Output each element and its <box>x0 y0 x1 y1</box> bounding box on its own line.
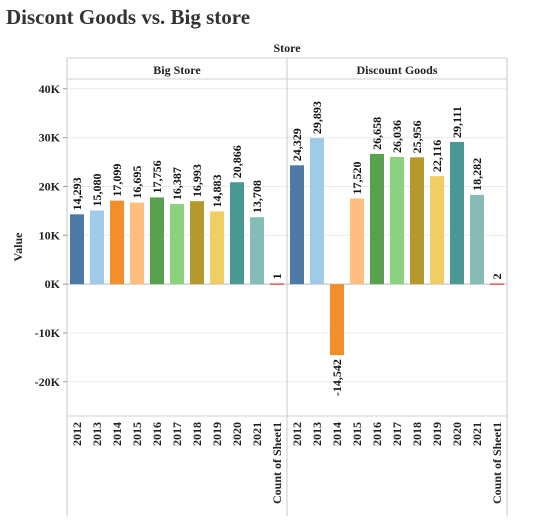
data-label: 18,282 <box>470 158 484 191</box>
data-label: 16,387 <box>170 167 184 200</box>
y-tick-label: -10K <box>35 326 61 340</box>
x-tick-label: 2016 <box>370 422 384 446</box>
bar <box>110 200 124 285</box>
x-tick-label: Count of Sheet1 <box>270 422 284 504</box>
data-label: 17,756 <box>150 160 164 193</box>
chart-frame: Big Store Discount Goods <box>66 57 508 516</box>
data-label: -14,542 <box>330 359 344 396</box>
x-tick-label: 2015 <box>350 422 364 446</box>
y-tick-label: 40K <box>39 82 61 96</box>
x-tick-label: 2021 <box>250 422 264 446</box>
bar <box>390 156 404 285</box>
bar <box>130 202 144 285</box>
x-tick-label: 2016 <box>150 422 164 446</box>
bar <box>290 165 304 285</box>
x-tick-label: 2020 <box>450 422 464 446</box>
data-label: 25,956 <box>410 120 424 153</box>
x-tick-label: 2015 <box>130 422 144 446</box>
x-tick-label: 2021 <box>470 422 484 446</box>
data-label: 14,883 <box>210 174 224 207</box>
bar <box>70 214 84 285</box>
x-tick-label: 2013 <box>90 422 104 446</box>
data-labels: 14,293 15,080 17,099 16,695 17,756 16,387 16,9… <box>70 101 504 396</box>
data-label: 2 <box>490 273 504 279</box>
bar <box>330 284 344 356</box>
data-label: 17,099 <box>110 164 124 197</box>
x-tick-label: 2018 <box>410 422 424 446</box>
x-tick-label: 2017 <box>390 422 404 446</box>
bar <box>190 201 204 285</box>
bar <box>230 182 244 285</box>
bars <box>70 138 504 356</box>
bar <box>90 210 104 285</box>
data-label: 15,080 <box>90 173 104 206</box>
data-label: 16,695 <box>130 166 144 199</box>
bar <box>250 217 264 285</box>
data-label: 26,658 <box>370 117 384 150</box>
bar <box>370 153 384 285</box>
data-label: 20,866 <box>230 145 244 178</box>
x-tick-label: 2017 <box>170 422 184 446</box>
bar <box>410 157 424 285</box>
x-tick-label: Count of Sheet1 <box>490 422 504 504</box>
y-tick-label: 10K <box>39 228 61 242</box>
y-tick-label: 30K <box>39 131 61 145</box>
x-tick-label: 2012 <box>290 422 304 446</box>
bar <box>450 141 464 285</box>
bar <box>490 283 504 285</box>
data-label: 17,520 <box>350 162 364 195</box>
data-label: 24,329 <box>290 128 304 161</box>
x-tick-label: 2019 <box>430 422 444 446</box>
x-tick-label: 2019 <box>210 422 224 446</box>
bar <box>210 211 224 285</box>
data-label: 13,708 <box>250 180 264 213</box>
bar <box>310 138 324 285</box>
x-tick-label: 2018 <box>190 422 204 446</box>
x-tick-label: 2014 <box>330 422 344 446</box>
x-tick-label: 2020 <box>230 422 244 446</box>
bar <box>270 283 284 285</box>
y-tick-label: -20K <box>35 375 61 389</box>
bar <box>150 197 164 285</box>
panel-header-big-store: Big Store <box>153 63 201 77</box>
data-label: 29,111 <box>450 106 464 138</box>
data-label: 16,993 <box>190 164 204 197</box>
y-tick-label: 20K <box>39 179 61 193</box>
x-tick-label: 2012 <box>70 422 84 446</box>
data-label: 26,036 <box>390 120 404 153</box>
data-label: 29,893 <box>310 101 324 134</box>
x-tick-label: 2013 <box>310 422 324 446</box>
bar <box>470 194 484 285</box>
column-header-title: Store <box>273 41 301 55</box>
bar <box>170 204 184 285</box>
x-tick-label: 2014 <box>110 422 124 446</box>
bar <box>430 176 444 285</box>
panel-header-discount-goods: Discount Goods <box>356 63 437 77</box>
data-label: 22,116 <box>430 140 444 172</box>
y-tick-label: 0K <box>45 277 61 291</box>
chart-title: Discont Goods vs. Big store <box>6 5 251 29</box>
bar <box>350 198 364 285</box>
data-label: 14,293 <box>70 177 84 210</box>
y-axis-title: Value <box>11 232 25 262</box>
axes: -20K -10K 0K 10K 20K 30K 40K 2012 2013 2014 2015 20… <box>35 82 504 504</box>
data-label: 1 <box>270 273 284 279</box>
